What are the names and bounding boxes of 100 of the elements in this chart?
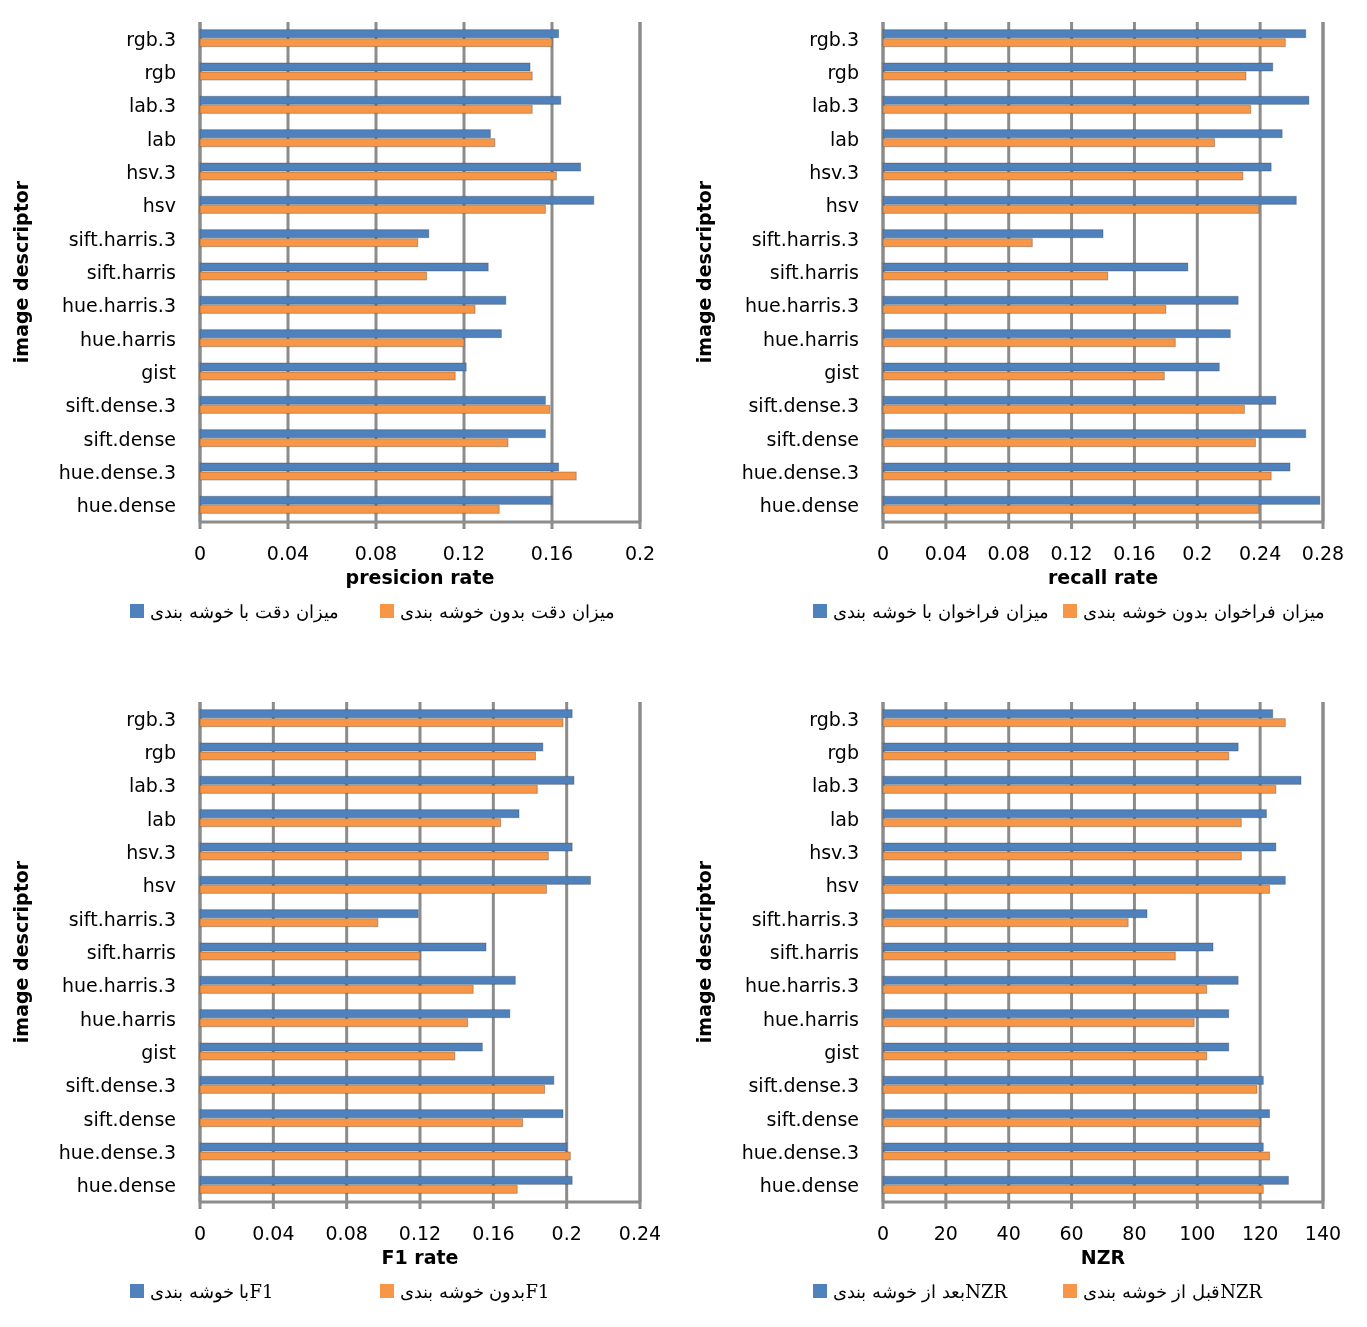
y-tick-label: lab [830,807,859,830]
y-tick-label: hsv.3 [126,161,176,183]
legend-label: F1با خوشه بندی [150,1281,274,1303]
x-tick-label: 0.04 [252,1222,295,1244]
y-tick-label: sift.dense.3 [748,1074,859,1097]
x-axis-title: presicion rate [345,566,495,588]
x-tick-label: 0 [193,1222,207,1244]
x-tick-label: 0.12 [398,1222,442,1244]
y-tick-label: gist [824,1041,859,1063]
x-tick-label: 0.04 [924,542,968,564]
y-tick-label: lab.3 [811,774,859,797]
y-tick-label: hue.harris [80,327,176,350]
y-tick-label: hue.dense [76,1174,176,1197]
y-tick-label: sift.dense [83,1107,176,1130]
y-tick-label: hsv [825,194,859,217]
x-axis-title: F1 rate [381,1246,459,1268]
y-tick-label: sift.harris.3 [68,227,176,250]
legend-label: NZRبعد از خوشه بندی [833,1281,1008,1303]
legend-label: میزان دقت با خوشه بندی [150,601,339,623]
y-tick-label: hue.harris.3 [61,974,176,997]
x-tick-label: 0.08 [325,1222,368,1244]
y-tick-label: hsv [825,874,859,897]
y-tick-label: hue.harris.3 [744,974,859,997]
x-tick-label: 0.08 [987,542,1030,564]
y-tick-label: sift.harris.3 [68,907,176,930]
x-tick-label: 20 [933,1222,958,1244]
x-tick-label: 0 [876,1222,890,1244]
legend-label: میزان فراخوان با خوشه بندی [833,601,1049,623]
y-tick-label: lab.3 [128,774,176,797]
y-tick-label: hue.harris [80,1007,176,1030]
y-tick-label: sift.dense [83,427,176,450]
x-axis-title: NZR [1080,1246,1126,1268]
x-tick-label: 120 [1242,1222,1279,1244]
x-tick-label: 0.12 [1050,542,1093,564]
y-tick-label: hsv.3 [809,161,859,183]
y-tick-label: rgb [827,61,859,83]
y-tick-label: hue.dense.3 [741,461,859,483]
y-tick-label: hsv [142,874,176,897]
y-tick-label: rgb [144,741,176,763]
y-tick-label: rgb.3 [126,27,176,50]
y-tick-label: hue.harris.3 [744,294,859,317]
y-tick-label: gist [141,1041,176,1063]
y-tick-label: hue.harris [763,1007,859,1030]
y-tick-label: sift.harris.3 [751,227,859,250]
x-tick-label: 0 [193,542,207,564]
y-tick-label: sift.harris [86,261,176,283]
x-tick-label: 40 [996,1222,1021,1244]
y-tick-label: gist [824,361,859,383]
y-tick-label: hue.dense.3 [741,1141,859,1163]
y-tick-label: gist [141,361,176,383]
y-tick-label: rgb [827,741,859,763]
x-tick-label: 0.24 [618,1222,662,1244]
y-tick-label: hsv.3 [126,841,176,863]
y-tick-label: hsv.3 [809,841,859,863]
y-tick-label: hue.dense [76,494,176,517]
y-tick-label: lab [830,127,859,150]
y-tick-label: hue.harris [763,327,859,350]
y-axis-title: image descriptor [10,860,32,1044]
x-tick-label: 0.28 [1301,542,1345,564]
x-tick-label: 0.16 [530,542,574,564]
y-tick-label: hue.dense.3 [58,461,176,483]
y-tick-label: lab.3 [128,94,176,117]
legend-label: میزان فراخوان بدون خوشه بندی [1083,601,1325,623]
y-tick-label: sift.dense.3 [748,394,859,417]
y-tick-label: hue.dense [759,494,859,517]
x-tick-label: 0.12 [442,542,486,564]
y-tick-label: sift.dense.3 [65,394,176,417]
y-tick-label: sift.harris [86,941,176,963]
legend-label: NZRقبل از خوشه بندی [1083,1281,1263,1303]
legend-label: F1بدون خوشه بندی [400,1281,550,1303]
y-tick-label: hsv [142,194,176,217]
x-tick-label: 0.08 [354,542,398,564]
y-axis-title: image descriptor [10,180,32,364]
y-tick-label: hue.harris.3 [61,294,176,317]
x-tick-label: 100 [1179,1222,1216,1244]
y-axis-title: image descriptor [693,180,715,364]
x-axis-title: recall rate [1047,566,1159,588]
x-tick-label: 0.2 [624,542,656,564]
y-tick-label: rgb [144,61,176,83]
x-tick-label: 0.16 [1113,542,1156,564]
y-tick-label: rgb.3 [809,27,859,50]
y-tick-label: hue.dense [759,1174,859,1197]
x-tick-label: 0.04 [266,542,310,564]
y-tick-label: sift.harris.3 [751,907,859,930]
y-tick-label: rgb.3 [809,707,859,730]
y-tick-label: sift.dense.3 [65,1074,176,1097]
y-tick-label: hue.dense.3 [58,1141,176,1163]
y-tick-label: lab.3 [811,94,859,117]
y-tick-label: sift.harris [769,261,859,283]
y-tick-label: rgb.3 [126,707,176,730]
x-tick-label: 0 [876,542,890,564]
legend-label: میزان دقت بدون خوشه بندی [400,601,615,623]
y-tick-label: sift.harris [769,941,859,963]
x-tick-label: 80 [1122,1222,1147,1244]
y-tick-label: sift.dense [766,1107,859,1130]
y-tick-label: lab [147,807,176,830]
x-tick-label: 0.16 [472,1222,515,1244]
y-tick-label: sift.dense [766,427,859,450]
y-tick-label: lab [147,127,176,150]
x-tick-label: 140 [1304,1222,1342,1244]
